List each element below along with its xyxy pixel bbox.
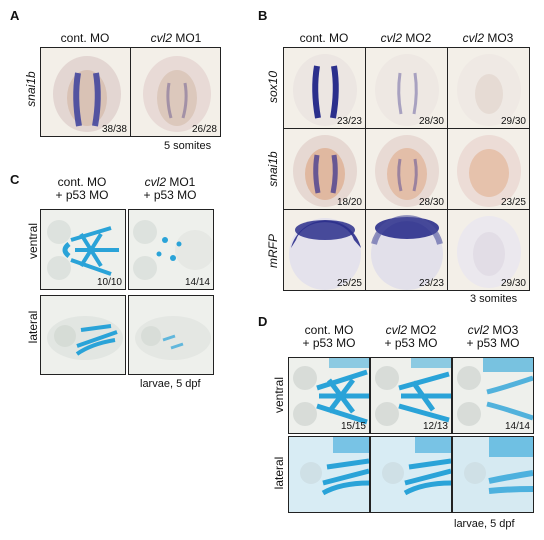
panel-d-col1-header: cont. MO + p53 MO (302, 323, 356, 350)
panel-a-count-1: 38/38 (101, 124, 127, 135)
panel-b-image-r3c3: 29/30 (447, 209, 530, 291)
panel-d-row-label-1: ventral (272, 376, 286, 414)
panel-b-count-r3c1: 25/25 (336, 278, 362, 289)
panel-b-col2-header: cvl2 MO2 (380, 31, 432, 45)
panel-d-col2-header: cvl2 MO2 + p53 MO (384, 323, 438, 350)
panel-a-count-2: 26/28 (191, 124, 217, 135)
cartilage-image (293, 358, 369, 426)
panel-b-row-label-1: sox10 (266, 70, 280, 104)
panel-b-count-r1c3: 29/30 (500, 116, 526, 127)
embryo-image (457, 216, 521, 288)
embryo-image (457, 135, 521, 207)
embryo-image (375, 54, 439, 126)
panel-b-row-label-3: mRFP (266, 234, 280, 268)
cartilage-image (47, 220, 119, 280)
panel-a-row-label: snai1b (24, 71, 38, 107)
panel-b-letter: B (258, 8, 268, 23)
panel-b-count-r3c2: 23/23 (418, 278, 444, 289)
panel-d-col3-header: cvl2 MO3 + p53 MO (466, 323, 520, 350)
panel-c-letter: C (10, 172, 20, 187)
panel-b-count-r2c3: 23/25 (500, 197, 526, 208)
panel-a-letter: A (10, 8, 20, 23)
embryo-image (457, 54, 521, 126)
panel-c-col1-header: cont. MO + p53 MO (55, 175, 109, 202)
panel-c-col2-header: cvl2 MO1 + p53 MO (143, 175, 197, 202)
panel-b-caption: 3 somites (470, 293, 518, 305)
embryo-image (289, 218, 361, 290)
panel-d-image-r1c3: 14/14 (452, 357, 534, 434)
panel-c-image-r2c2 (128, 295, 214, 375)
cartilage-image (133, 220, 213, 280)
panel-c-row-label-2: lateral (26, 310, 40, 344)
panel-b-image-r1c2: 28/30 (365, 47, 448, 129)
panel-a-image-mo1: 26/28 (130, 47, 221, 137)
panel-d-image-r1c1: 15/15 (288, 357, 370, 434)
panel-b-image-r2c1: 18/20 (283, 128, 366, 210)
cartilage-image (371, 437, 451, 512)
panel-a-image-control: 38/38 (40, 47, 131, 137)
panel-b-image-r2c2: 28/30 (365, 128, 448, 210)
panel-c-image-r1c2: 14/14 (128, 209, 214, 290)
panel-a-col2-header: cvl2 MO1 (150, 31, 202, 45)
panel-d-count-3: 14/14 (504, 421, 530, 432)
panel-d-letter: D (258, 314, 268, 329)
panel-d-image-r2c3 (452, 436, 534, 513)
panel-d-image-r1c2: 12/13 (370, 357, 452, 434)
cartilage-image (135, 316, 211, 360)
embryo-image (53, 56, 121, 132)
panel-b-count-r3c3: 29/30 (500, 278, 526, 289)
panel-b-image-r3c2: 23/23 (365, 209, 448, 291)
embryo-image (143, 56, 211, 132)
panel-b-image-r2c3: 23/25 (447, 128, 530, 210)
panel-d-image-r2c1 (288, 436, 370, 513)
panel-c-image-r2c1 (40, 295, 126, 375)
panel-d-image-r2c2 (370, 436, 452, 513)
panel-a-col1-header: cont. MO (60, 31, 110, 45)
panel-d-count-1: 15/15 (340, 421, 366, 432)
cartilage-image (457, 358, 533, 426)
panel-d-count-2: 12/13 (422, 421, 448, 432)
panel-b-count-r1c2: 28/30 (418, 116, 444, 127)
embryo-image (293, 54, 357, 126)
panel-b-image-r1c3: 29/30 (447, 47, 530, 129)
panel-d-caption: larvae, 5 dpf (454, 518, 515, 530)
panel-b-count-r1c1: 23/23 (336, 116, 362, 127)
cartilage-image (47, 316, 123, 360)
panel-b-count-r2c2: 28/30 (418, 197, 444, 208)
panel-b-image-r1c1: 23/23 (283, 47, 366, 129)
embryo-image (371, 215, 443, 290)
panel-c-image-r1c1: 10/10 (40, 209, 126, 290)
panel-c-count-1: 10/10 (96, 277, 122, 288)
cartilage-image (375, 358, 451, 426)
panel-b-col3-header: cvl2 MO3 (462, 31, 514, 45)
panel-b-row-label-2: snai1b (266, 151, 280, 187)
panel-b-image-r3c1: 25/25 (283, 209, 366, 291)
panel-b-col1-header: cont. MO (299, 31, 349, 45)
embryo-image (375, 135, 439, 207)
panel-c-row-label-1: ventral (26, 222, 40, 260)
panel-a-caption: 5 somites (164, 140, 212, 152)
panel-c-count-2: 14/14 (184, 277, 210, 288)
cartilage-image (453, 437, 533, 512)
embryo-image (293, 135, 357, 207)
cartilage-image (289, 437, 369, 512)
panel-d-row-label-2: lateral (272, 456, 286, 490)
panel-b-count-r2c1: 18/20 (336, 197, 362, 208)
panel-c-caption: larvae, 5 dpf (140, 378, 201, 390)
